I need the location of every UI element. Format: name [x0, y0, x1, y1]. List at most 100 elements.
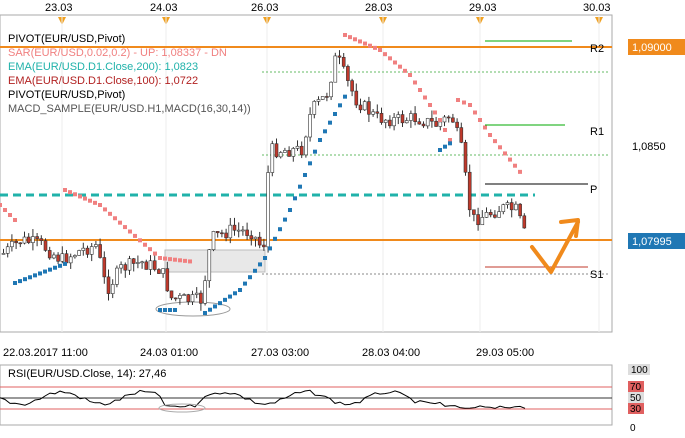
sar-dot: [203, 311, 207, 315]
sar-dot: [303, 173, 307, 177]
sar-dot: [213, 304, 217, 309]
rsi-30-badge: [628, 403, 644, 414]
sar-dot: [388, 56, 392, 61]
sar-dot: [178, 258, 182, 263]
sar-dot: [488, 133, 492, 137]
candle-body: [102, 257, 107, 278]
candle-body: [5, 246, 10, 254]
sar-dot: [8, 213, 12, 217]
sar-dot: [518, 169, 522, 174]
legend-pivot: PIVOT(EUR/USD,Pivot): [8, 33, 125, 45]
candle-body: [451, 117, 455, 123]
candle-body: [26, 236, 31, 243]
sar-dot: [423, 95, 427, 100]
sar-dot: [168, 257, 172, 262]
candle-body: [350, 80, 354, 92]
sar-dot: [153, 251, 157, 256]
sar-dot: [363, 41, 367, 46]
sar-dot: [462, 100, 466, 105]
candle-body: [274, 143, 279, 158]
candle-body: [131, 258, 136, 264]
sar-dot: [233, 291, 237, 296]
sar-dot: [138, 238, 142, 243]
sar-dot: [448, 141, 452, 146]
sar-dot: [298, 184, 302, 189]
candle-body: [383, 119, 388, 123]
sar-dot: [133, 233, 137, 238]
candle-body: [459, 127, 464, 143]
candle-body: [110, 284, 115, 294]
candle-body: [333, 55, 338, 83]
candle-body: [287, 150, 291, 157]
candle-body: [1, 253, 6, 255]
sar-dot: [98, 203, 102, 207]
candle-body: [236, 229, 241, 232]
candle-body: [362, 101, 367, 111]
r2-price-text: 1,09000: [632, 42, 672, 54]
sar-dot: [313, 149, 317, 154]
candle-body: [434, 120, 438, 127]
bottom-date-label: 27.03 03:00: [251, 347, 309, 359]
sar-dot: [108, 211, 112, 216]
sar-dot: [68, 190, 72, 195]
candle-body: [144, 261, 149, 270]
sar-dot: [63, 188, 67, 192]
rsi-30-label: 30: [630, 404, 642, 415]
s1-label: S1: [590, 269, 603, 281]
sar-dot: [183, 258, 187, 263]
candle-body: [304, 136, 308, 156]
candle-body: [283, 150, 287, 153]
indicator-legend: PIVOT(EUR/USD,Pivot) SAR(EUR/USD,0.02,0.…: [8, 33, 251, 115]
range-box: [164, 249, 266, 273]
candle-body: [178, 295, 182, 299]
candle-body: [89, 246, 94, 255]
sar-dot: [473, 110, 477, 115]
sar-dot: [368, 43, 372, 48]
sar-dot: [393, 60, 397, 65]
candle-body: [337, 55, 342, 58]
rsi-70-label: 70: [630, 382, 642, 393]
top-date-label: 24.03: [150, 2, 178, 14]
candle-body: [127, 258, 132, 271]
candle-body: [43, 240, 48, 251]
sar-dot: [413, 80, 417, 85]
r2-price-badge: [628, 39, 685, 55]
candle-body: [22, 236, 27, 244]
sar-dot: [358, 39, 362, 44]
sar-dot: [223, 297, 227, 302]
current-price-badge: [628, 233, 685, 249]
candle-body: [56, 254, 60, 262]
legend-pivot-2: PIVOT(EUR/USD,Pivot): [8, 89, 125, 101]
candle-body: [52, 254, 56, 259]
candle-body: [480, 217, 485, 226]
sar-dot: [113, 216, 117, 221]
sar-dot: [278, 227, 282, 232]
sar-dot: [158, 308, 162, 312]
sar-dot: [333, 112, 337, 116]
candle-body: [81, 247, 86, 251]
candle-body: [215, 231, 220, 234]
top-date-label: 30.03: [583, 2, 611, 14]
sar-dot: [73, 192, 77, 197]
sar-dot: [88, 198, 92, 203]
sar-dot: [0, 203, 2, 207]
sar-dot: [443, 144, 447, 149]
candle-body: [35, 236, 39, 239]
sar-dot: [403, 68, 407, 73]
sar-dot: [48, 267, 52, 272]
rsi-0-label: 0: [630, 423, 636, 433]
candle-body: [194, 292, 199, 295]
candle-body: [442, 116, 447, 123]
sar-dot: [288, 208, 292, 212]
rsi-line: [0, 389, 526, 409]
candle-body: [430, 118, 434, 122]
sar-dot: [53, 265, 57, 270]
candle-body: [400, 114, 405, 124]
candle-body: [73, 255, 77, 258]
candle-body: [522, 215, 527, 229]
bottom-date-label: 29.03 05:00: [476, 347, 534, 359]
candle-body: [211, 231, 216, 250]
candle-body: [249, 235, 254, 240]
sar-dot: [438, 148, 442, 152]
